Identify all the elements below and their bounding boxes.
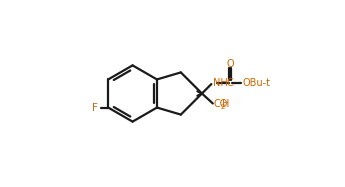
Text: 2: 2 [220,104,225,110]
Text: F: F [92,102,98,113]
Text: C: C [227,78,234,88]
Text: O: O [226,59,234,69]
Text: NH: NH [213,78,228,88]
Text: OBu-t: OBu-t [243,78,271,88]
Text: CO: CO [214,99,228,109]
Text: H: H [223,99,230,109]
